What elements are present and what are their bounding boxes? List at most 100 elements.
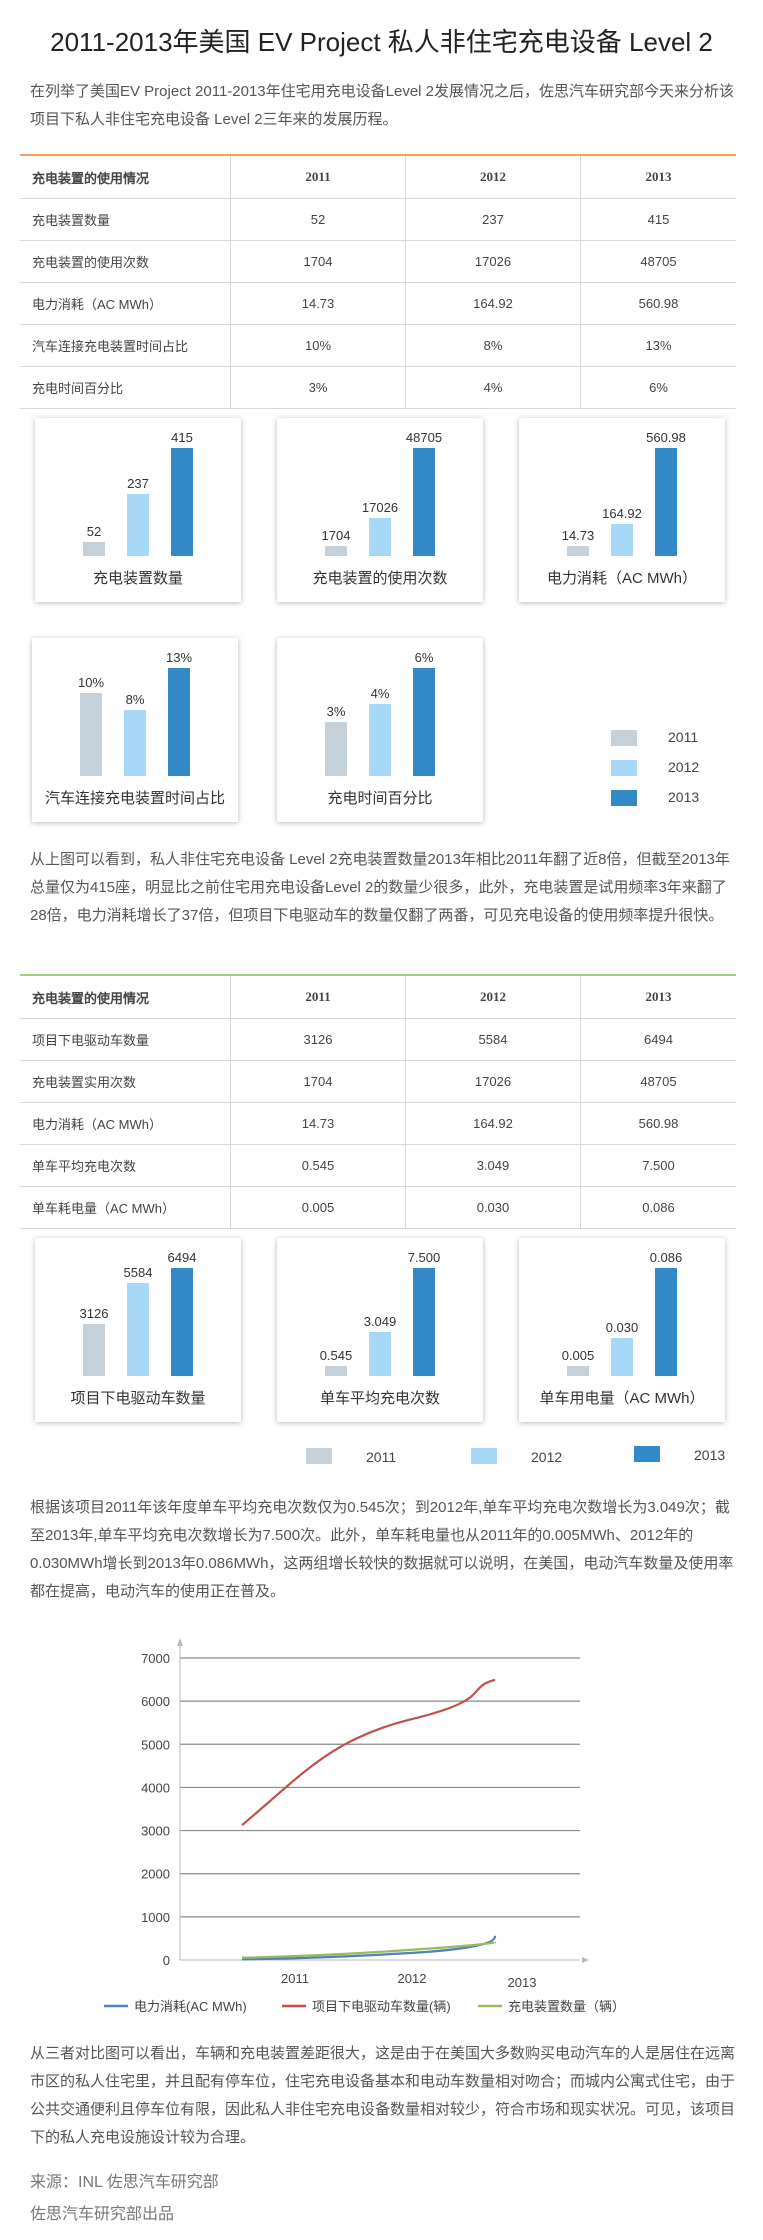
table-cell: 560.98 bbox=[580, 1102, 736, 1145]
table-cell: 5584 bbox=[405, 1018, 581, 1061]
table-cell: 0.005 bbox=[230, 1186, 406, 1229]
table-header-cell: 2012 bbox=[405, 155, 581, 199]
y-tick-label: 0 bbox=[163, 1953, 170, 1968]
x-tick-label: 2012 bbox=[398, 1971, 427, 1986]
table-row: 充电装置数量 52 237 415 bbox=[20, 198, 736, 241]
x-tick-label: 2011 bbox=[281, 1971, 309, 1986]
bar-chart-card: 1704 17026 48705 充电装置的使用次数 bbox=[277, 418, 483, 602]
bar-value-label: 6494 bbox=[167, 1250, 197, 1265]
legend-swatch-2011 bbox=[611, 730, 637, 746]
table-cell: 164.92 bbox=[405, 1102, 581, 1145]
chart-bar bbox=[80, 693, 102, 776]
table-cell: 237 bbox=[405, 198, 581, 241]
bar-value-label: 13% bbox=[165, 650, 193, 665]
table-cell: 0.030 bbox=[405, 1186, 581, 1229]
bar-value-label: 8% bbox=[125, 692, 145, 707]
bar-chart-caption: 充电装置的使用次数 bbox=[312, 570, 448, 587]
row-label: 充电时间百分比 bbox=[20, 366, 231, 409]
bar-value-label: 0.005 bbox=[561, 1348, 595, 1363]
chart-bar bbox=[325, 722, 347, 776]
chart-bar bbox=[413, 448, 435, 556]
chart-bar bbox=[171, 448, 193, 556]
page-title: 2011-2013年美国 EV Project 私人非住宅充电设备 Level … bbox=[50, 27, 713, 57]
analysis-paragraph-2: 根据该项目2011年该年度单车平均充电次数仅为0.545次；到2012年,单车平… bbox=[30, 1499, 734, 1600]
chart-bar bbox=[413, 1268, 435, 1376]
bar-value-label: 10% bbox=[77, 675, 105, 690]
table-cell: 3.049 bbox=[405, 1144, 581, 1187]
table-header-cell: 2011 bbox=[230, 975, 406, 1019]
table-row: 单车耗电量（AC MWh） 0.005 0.030 0.086 bbox=[20, 1186, 736, 1229]
chart-bar bbox=[567, 546, 589, 556]
chart-bar bbox=[369, 704, 391, 776]
bar-chart-caption: 汽车连接充电装置时间占比 bbox=[44, 790, 225, 807]
row-label: 单车耗电量（AC MWh） bbox=[20, 1186, 231, 1229]
table-cell: 48705 bbox=[580, 1060, 736, 1103]
bar-chart-caption: 项目下电驱动车数量 bbox=[70, 1390, 206, 1407]
table-row: 电力消耗（AC MWh） 14.73 164.92 560.98 bbox=[20, 282, 736, 325]
table-row: 充电时间百分比 3% 4% 6% bbox=[20, 366, 736, 409]
legend-label: 充电装置数量（辆） bbox=[508, 1999, 625, 2014]
row-label: 单车平均充电次数 bbox=[20, 1144, 231, 1187]
chart-bar bbox=[325, 1366, 347, 1376]
bar-value-label: 0.086 bbox=[649, 1250, 683, 1265]
bar-value-label: 3126 bbox=[79, 1306, 109, 1321]
table-row: 充电装置实用次数 1704 17026 48705 bbox=[20, 1060, 736, 1103]
comparison-line-chart: 0 1000 2000 3000 4000 5000 6000 7000 2011 2012 201… bbox=[104, 1638, 625, 2014]
table-header-cell: 充电装置的使用情况 bbox=[32, 170, 150, 186]
bar-value-label: 415 bbox=[171, 430, 193, 445]
line-series bbox=[241, 1678, 496, 1826]
analysis-paragraph-1: 从上图可以看到，私人非住宅充电设备 Level 2充电装置数量2013年相比20… bbox=[30, 851, 730, 924]
bar-chart-caption: 单车用电量（AC MWh） bbox=[539, 1390, 705, 1407]
legend-label: 2011 bbox=[366, 1449, 397, 1465]
bar-value-label: 14.73 bbox=[561, 528, 595, 543]
bar-chart-caption: 充电时间百分比 bbox=[327, 790, 433, 807]
chart-bar bbox=[655, 448, 677, 556]
chart-bar bbox=[611, 524, 633, 556]
table-cell: 14.73 bbox=[230, 282, 406, 325]
table-cell: 48705 bbox=[580, 240, 736, 283]
bar-value-label: 560.98 bbox=[646, 430, 686, 445]
legend-swatch-2013 bbox=[611, 790, 637, 806]
table-row: 单车平均充电次数 0.545 3.049 7.500 bbox=[20, 1144, 736, 1187]
table-cell: 52 bbox=[230, 198, 406, 241]
table-cell: 4% bbox=[405, 366, 581, 409]
legend-swatch-2011 bbox=[306, 1448, 332, 1464]
bar-chart-card: 3% 4% 6% 充电时间百分比 bbox=[277, 638, 483, 822]
legend-swatch-2012 bbox=[611, 760, 637, 776]
table-header-cell: 2011 bbox=[230, 155, 406, 199]
legend-label: 2013 bbox=[668, 789, 700, 805]
legend-label: 2012 bbox=[531, 1449, 563, 1465]
bar-value-label: 7.500 bbox=[407, 1250, 441, 1265]
table-header-cell: 2012 bbox=[405, 975, 581, 1019]
x-tick-label: 2013 bbox=[508, 1975, 537, 1990]
bar-value-label: 237 bbox=[127, 476, 149, 491]
table-cell: 415 bbox=[580, 198, 736, 241]
bar-chart-card: 52 237 415 充电装置数量 bbox=[35, 418, 241, 602]
chart-bar bbox=[83, 542, 105, 556]
bar-value-label: 52 bbox=[86, 524, 102, 539]
chart-bar bbox=[124, 710, 146, 776]
y-axis-arrow bbox=[177, 1638, 183, 1646]
bar-value-label: 0.030 bbox=[605, 1320, 639, 1335]
row-label: 充电装置的使用次数 bbox=[20, 240, 231, 283]
table-cell: 3126 bbox=[230, 1018, 406, 1061]
bar-chart-caption: 单车平均充电次数 bbox=[319, 1390, 440, 1407]
bar-chart-caption: 电力消耗（AC MWh） bbox=[546, 570, 697, 587]
table-row: 充电装置的使用次数 1704 17026 48705 bbox=[20, 240, 736, 283]
y-tick-label: 3000 bbox=[141, 1824, 170, 1839]
chart-bar bbox=[655, 1268, 677, 1376]
y-tick-label: 6000 bbox=[141, 1694, 170, 1709]
legend-label: 项目下电驱动车数量(辆) bbox=[312, 1999, 451, 2014]
bar-value-label: 5584 bbox=[123, 1265, 153, 1280]
bar-value-label: 3% bbox=[326, 704, 346, 719]
row-label: 充电装置数量 bbox=[20, 198, 231, 241]
bar-chart-card: 14.73 164.92 560.98 电力消耗（AC MWh） bbox=[519, 418, 725, 602]
legend-label: 2013 bbox=[694, 1447, 726, 1463]
table-row: 电力消耗（AC MWh） 14.73 164.92 560.98 bbox=[20, 1102, 736, 1145]
row-label: 汽车连接充电装置时间占比 bbox=[20, 324, 231, 367]
bar-value-label: 1704 bbox=[321, 528, 351, 543]
table-header-row: 充电装置的使用情况 2011 2012 2013 bbox=[20, 155, 736, 199]
table-cell: 1704 bbox=[230, 240, 406, 283]
bar-chart-card: 10% 8% 13% 汽车连接充电装置时间占比 bbox=[32, 638, 238, 822]
table-cell: 164.92 bbox=[405, 282, 581, 325]
